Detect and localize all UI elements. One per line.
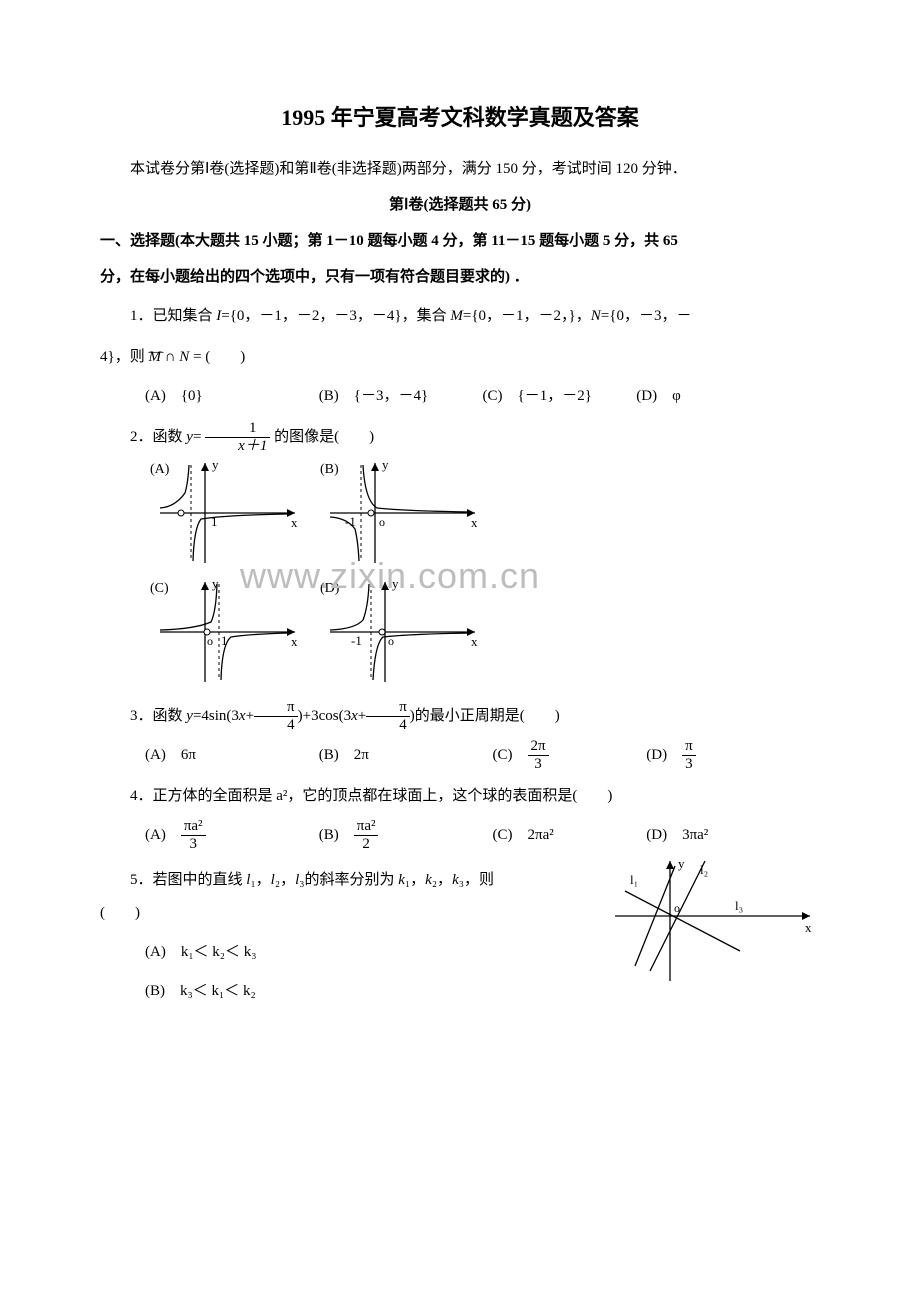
q3-d: )的最小正周期是( ) (410, 708, 560, 724)
q1-b: ={0，－1，－2，－3，－4}，集合 (221, 308, 450, 324)
q2-graphs-row2: (C) x y 1 o (D) x y -1 (100, 577, 820, 692)
label-a: (A) (150, 462, 170, 477)
q3-2pi3n: 2π (528, 739, 549, 756)
q4-opt-b: (B) πa²2 (319, 819, 489, 852)
q3-pi3d: 3 (682, 756, 696, 772)
q4-a-d: 3 (181, 836, 206, 852)
q3-opt-a: (A) 6π (145, 739, 315, 772)
q4-opt-a: (A) πa²3 (145, 819, 315, 852)
q3-opt-b: (B) 2π (319, 739, 489, 772)
label-b: (B) (320, 462, 339, 477)
q4-opt-d: (D) 3πa² (646, 819, 708, 852)
q2-graph-d: (D) x y -1 o (315, 577, 485, 692)
svg-text:o: o (379, 515, 385, 529)
svg-text:l₃: l₃ (735, 898, 743, 913)
q5-opt-a: (A) k₁＜ k₂＜ k₃ (100, 936, 610, 969)
q4-a-n: πa² (181, 819, 206, 836)
label-c: (C) (150, 581, 169, 596)
svg-text:y: y (212, 458, 219, 472)
q1-opt-a: (A) {0} (145, 380, 315, 413)
svg-text:y: y (392, 577, 399, 591)
label-d: (D) (320, 581, 340, 596)
svg-text:y: y (678, 856, 685, 871)
section1-line2: 分，在每小题给出的四个选项中，只有一项有符合题目要求的) ． (100, 262, 820, 292)
q1-a: 1．已知集合 (130, 308, 216, 324)
svg-text:x: x (291, 634, 298, 649)
svg-text:-1: -1 (351, 633, 362, 648)
q1-text: 1．已知集合 I={0，－1，－2，－3，－4}，集合 M={0，－1，－2，}… (100, 300, 820, 333)
q1-opts: (A) {0} (B) {－3，－4} (C) {－1，－2} (D) φ (100, 380, 820, 413)
q2-frac-num: 1 (205, 421, 270, 438)
q3-pi4n-1: π (254, 700, 298, 717)
q5-paren: ( ) (100, 897, 610, 930)
q2-graph-c: (C) x y 1 o (145, 577, 305, 692)
q1-e: 4}，则 (100, 349, 148, 365)
q4-opt-c: (C) 2πa² (493, 819, 643, 852)
q2-text: 2．函数 y= 1x＋1 的图像是( ) (100, 421, 820, 454)
q3-2pi3d: 3 (528, 756, 549, 772)
q5-text: 5．若图中的直线 l₁，l₂，l₃的斜率分别为 k₁，k₂，k₃，则 (100, 864, 610, 897)
q1-opt-c: (C) {－1，－2} (483, 380, 633, 413)
q3-opts: (A) 6π (B) 2π (C) 2π3 (D) π3 (100, 739, 820, 772)
q2-graph-b: (B) x y -1 o (315, 458, 485, 573)
q1-d: ={0，－3，－ (601, 308, 692, 324)
q2-graphs-row1: (A) x y 1 (B) x y -1 o (100, 458, 820, 573)
svg-text:o: o (388, 634, 394, 648)
q2-graph-a: (A) x y 1 (145, 458, 305, 573)
q4-b-d: 2 (354, 836, 379, 852)
q1-text2: 4}，则 M— ∩ N = ( ) (100, 341, 820, 374)
q4-b-n: πa² (354, 819, 379, 836)
svg-text:x: x (471, 515, 478, 530)
q3-pi3n: π (682, 739, 696, 756)
q3-pi4d-1: 4 (254, 717, 298, 733)
q5-c: ，则 (464, 872, 494, 888)
svg-text:l₁: l₁ (630, 872, 638, 887)
q2-a: 2．函数 (130, 429, 186, 445)
q3-a: 3．函数 (130, 708, 186, 724)
q5-opt-b: (B) k₃＜ k₁＜ k₂ (100, 975, 610, 1008)
svg-text:x: x (805, 920, 812, 935)
q1-opt-d: (D) φ (636, 380, 680, 413)
q3-b: =4sin(3 (193, 708, 239, 724)
page-title: 1995 年宁夏高考文科数学真题及答案 (100, 100, 820, 132)
svg-text:l₂: l₂ (700, 862, 708, 877)
svg-text:x: x (471, 634, 478, 649)
q3-text: 3．函数 y=4sin(3x+π4)+3cos(3x+π4)的最小正周期是( ) (100, 700, 820, 733)
q5-b: 的斜率分别为 (304, 872, 398, 888)
q2-frac-den: x＋1 (238, 438, 267, 454)
part1-head: 第Ⅰ卷(选择题共 65 分) (100, 190, 820, 220)
intro: 本试卷分第Ⅰ卷(选择题)和第Ⅱ卷(非选择题)两部分，满分 150 分，考试时间 … (100, 154, 820, 184)
q1-opt-b: (B) {－3，－4} (319, 380, 479, 413)
q5-graph: xy o l₁ l₂ l₃ (610, 856, 820, 996)
svg-text:x: x (291, 515, 298, 530)
svg-text:1: 1 (211, 514, 218, 529)
q1-c: ={0，－1，－2，}， (463, 308, 591, 324)
svg-text:o: o (207, 634, 213, 648)
q3-c: )+3cos(3 (298, 708, 351, 724)
svg-text:y: y (382, 458, 389, 472)
q3-opt-c: (C) 2π3 (493, 739, 643, 772)
q3-pi4d-2: 4 (366, 717, 410, 733)
q5-a: 5．若图中的直线 (130, 872, 246, 888)
svg-text:-1: -1 (345, 514, 356, 529)
svg-text:1: 1 (221, 633, 228, 648)
q1-f: = ( ) (189, 349, 245, 365)
svg-text:y: y (212, 577, 219, 591)
q3-opt-d: (D) π3 (646, 739, 695, 772)
q2-b: 的图像是( ) (274, 429, 374, 445)
q4-opts: (A) πa²3 (B) πa²2 (C) 2πa² (D) 3πa² (100, 819, 820, 852)
section1-line1: 一、选择题(本大题共 15 小题；第 1－10 题每小题 4 分，第 11－15… (100, 226, 820, 256)
q3-pi4n-2: π (366, 700, 410, 717)
q4-text: 4．正方体的全面积是 a²，它的顶点都在球面上，这个球的表面积是( ) (100, 780, 820, 813)
